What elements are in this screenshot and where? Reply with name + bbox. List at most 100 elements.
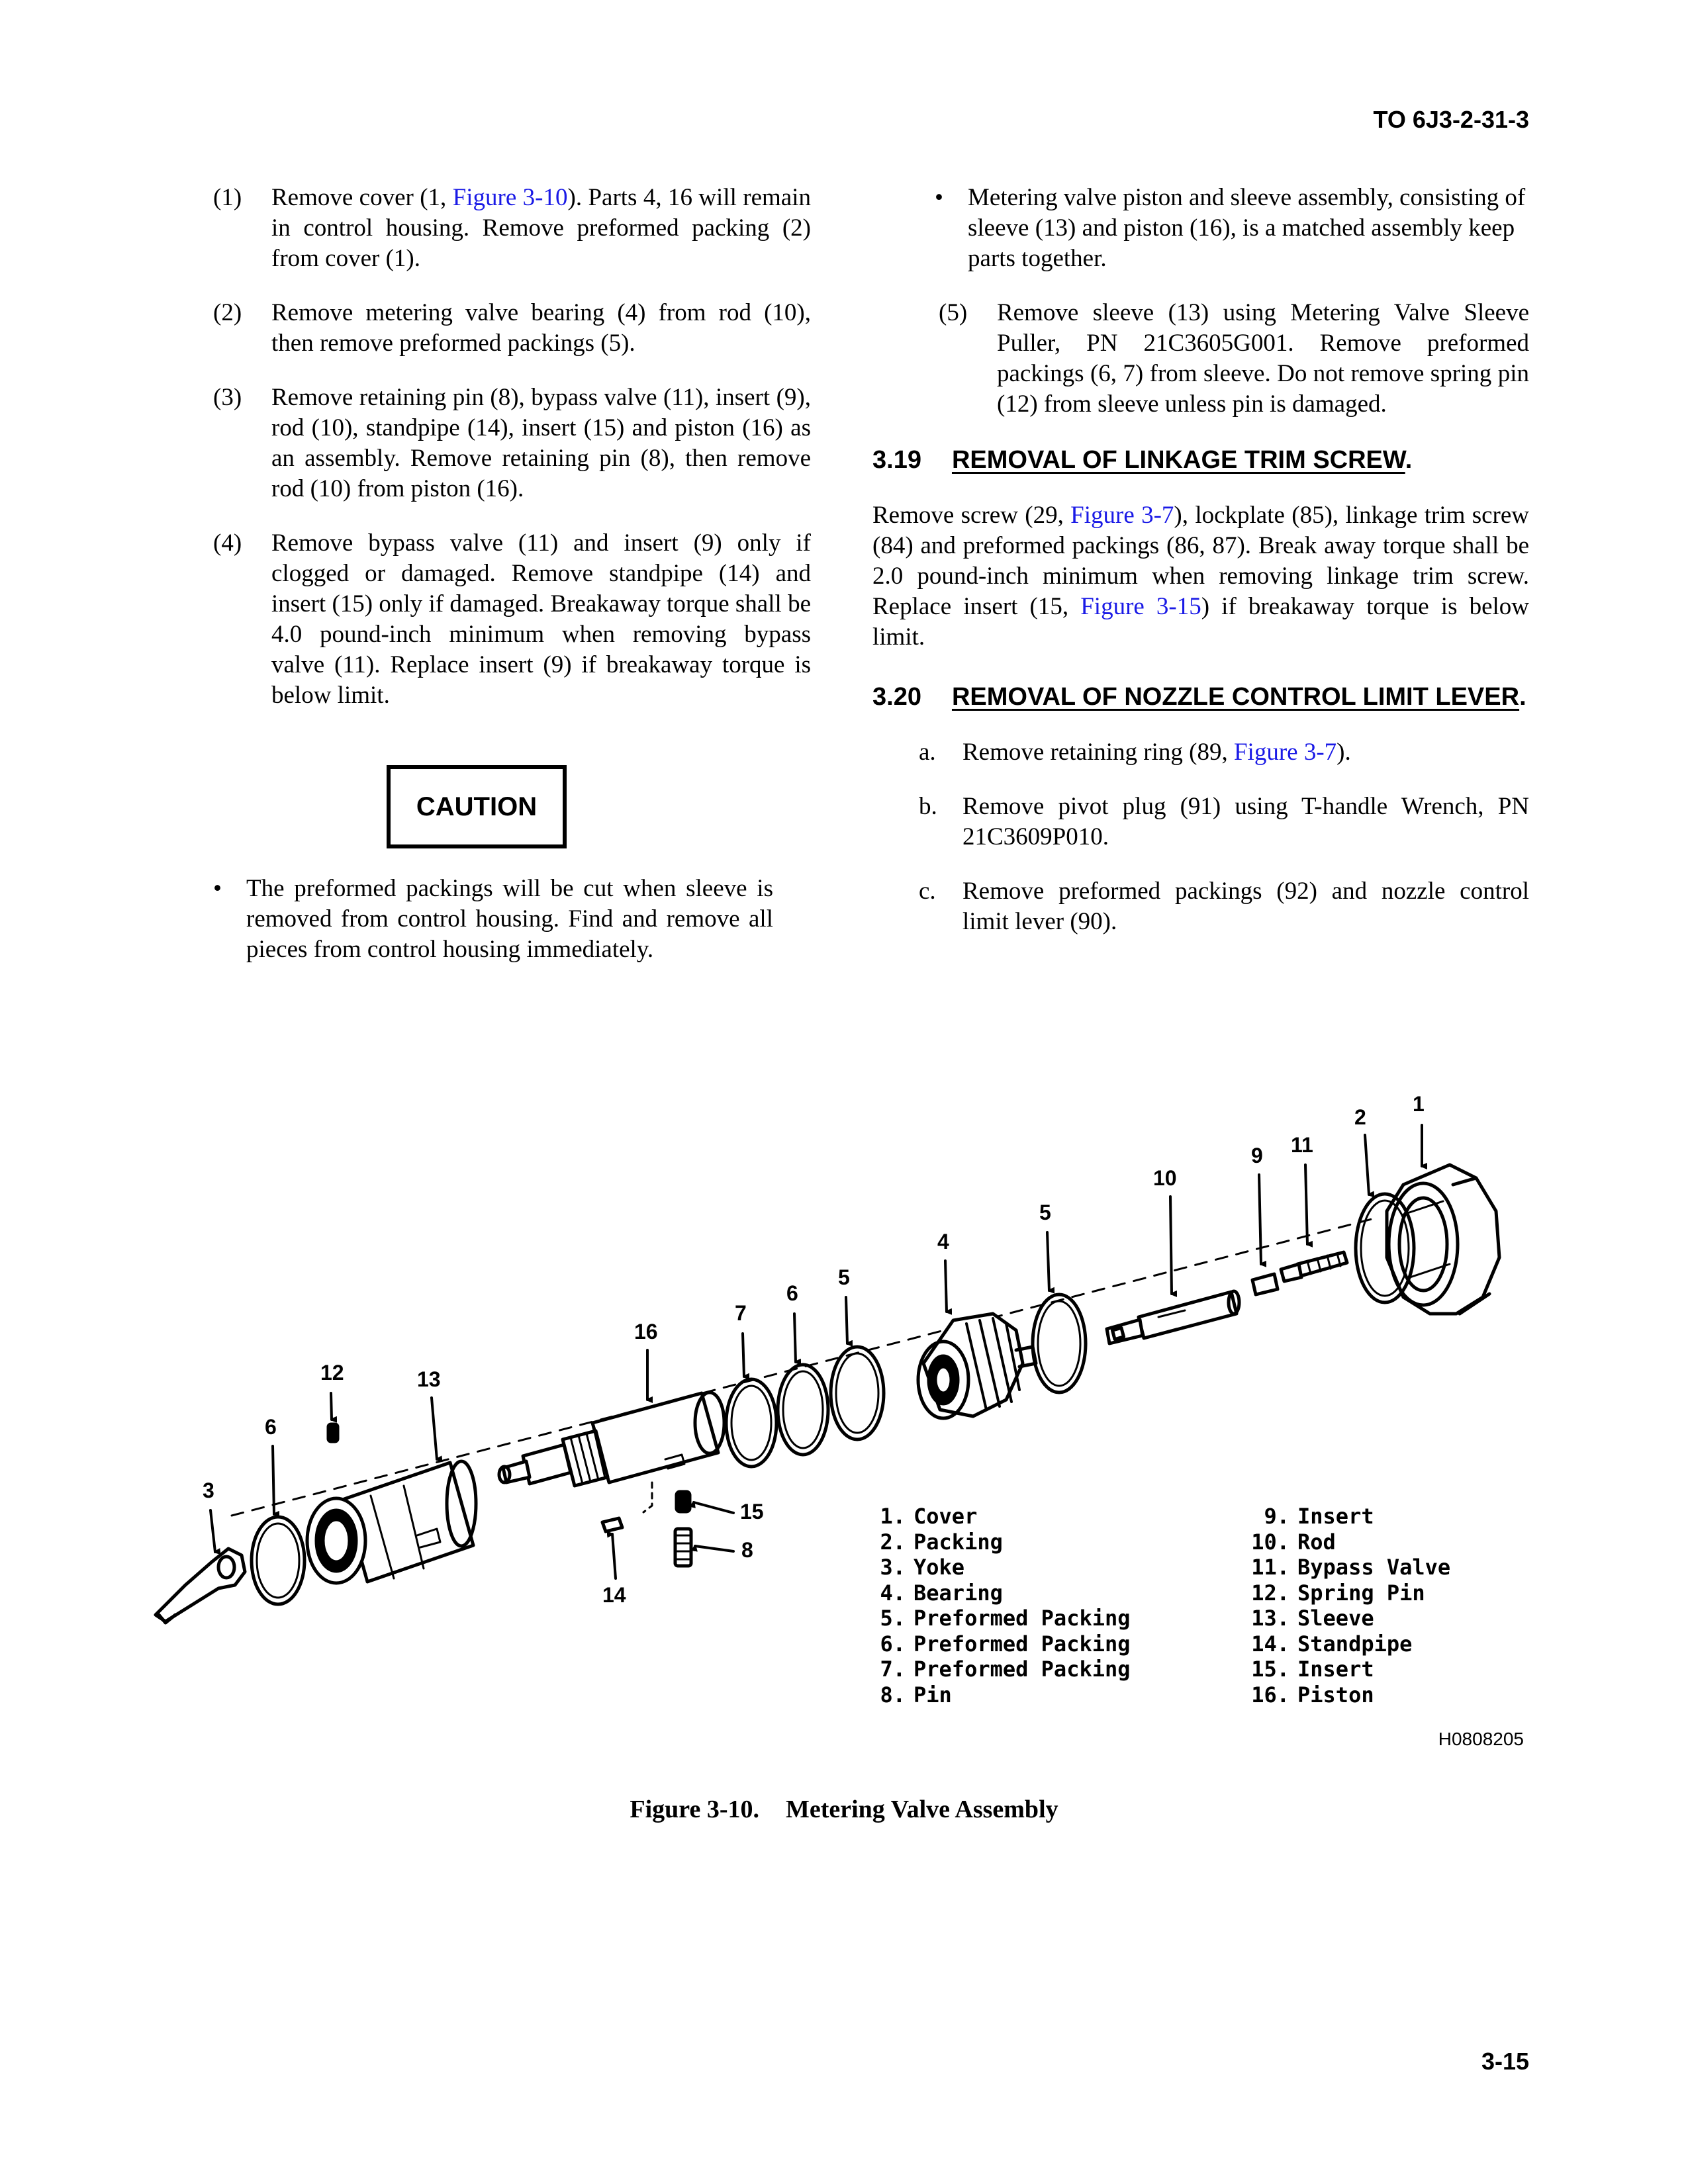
legend-number: 5. (880, 1606, 906, 1631)
step-number: (2) (213, 299, 242, 326)
assembly-axis-line (230, 1216, 1378, 1517)
preformed-packing-ring (724, 1377, 778, 1469)
step-text: Remove retaining ring (89, (962, 739, 1234, 766)
callout-label: 7 (735, 1301, 747, 1325)
section-title: REMOVAL OF NOZZLE CONTROL LIMIT LEVER (951, 683, 1520, 711)
figure-caption: Figure 3-10. Metering Valve Assembly (0, 1795, 1688, 1824)
step-letter: a. (919, 739, 936, 766)
preformed-packing-ring (250, 1515, 306, 1606)
figure-3-7-link[interactable]: Figure 3-7 (1233, 739, 1337, 766)
left-column: (1) Remove cover (1, Figure 3-10). Parts … (213, 183, 811, 711)
piston-part (497, 1390, 726, 1488)
step-number: (3) (213, 384, 242, 411)
step-5: (5) Remove sleeve (13) using Metering Val… (939, 298, 1529, 420)
step-text: ). Parts 4, 16 will remain in control ho… (271, 184, 811, 272)
callout-label: 16 (634, 1320, 658, 1343)
step-letter: c. (919, 878, 936, 905)
rod-part (1105, 1289, 1241, 1345)
note-text: Metering valve piston and sleeve assembl… (968, 184, 1526, 272)
legend-row: 8. Pin (861, 1682, 1131, 1708)
step-text: Remove pivot plug (91) using T-handle Wr… (962, 793, 1529, 850)
step-text: Remove preformed packings (92) and nozzl… (962, 878, 1529, 935)
legend-number: 15. (1251, 1657, 1289, 1682)
callout-label: 5 (838, 1265, 850, 1289)
yoke-part (154, 1547, 247, 1625)
legend-number: 7. (880, 1657, 906, 1682)
legend-label: Preformed Packing (914, 1606, 1131, 1631)
step-1: (1) Remove cover (1, Figure 3-10). Parts … (213, 183, 811, 274)
legend-row: 16. Piston (1244, 1682, 1450, 1708)
callout-label: 5 (1039, 1201, 1051, 1224)
callout-label: 14 (602, 1583, 626, 1607)
legend-label: Standpipe (1297, 1631, 1413, 1657)
step-text: Remove bypass valve (11) and insert (9) … (271, 529, 811, 709)
section-3-20-heading: 3.20 REMOVAL OF NOZZLE CONTROL LIMIT LEVE… (872, 683, 1526, 711)
callout-label: 12 (320, 1361, 344, 1385)
legend-row: 6. Preformed Packing (861, 1631, 1131, 1657)
callout-label: 8 (741, 1538, 753, 1562)
callout-label: 4 (937, 1230, 949, 1253)
callout-label: 3 (203, 1479, 214, 1502)
pin-8-part (673, 1527, 693, 1568)
section-number: 3.20 (872, 683, 921, 711)
legend-row: 13. Sleeve (1244, 1606, 1450, 1631)
step-b: b. Remove pivot plug (91) using T-handle … (919, 792, 1529, 852)
caution-box: CAUTION (387, 765, 567, 848)
legend-label: Preformed Packing (914, 1631, 1131, 1657)
legend-number: 13. (1251, 1606, 1289, 1631)
insert-15-part (675, 1490, 692, 1514)
legend-number: 16. (1251, 1682, 1289, 1707)
step-text: Remove cover (1, (271, 184, 453, 211)
bearing-part (916, 1312, 1038, 1420)
step-number: (5) (939, 299, 968, 326)
bullet-dot: • (935, 184, 943, 211)
step-text: Remove metering valve bearing (4) from r… (271, 299, 811, 357)
legend-row: 7. Preformed Packing (861, 1657, 1130, 1682)
legend-number: 8. (880, 1682, 906, 1707)
preformed-packing-ring (1031, 1293, 1088, 1394)
figure-3-15-link[interactable]: Figure 3-15 (1080, 593, 1201, 620)
figure-3-7-link[interactable]: Figure 3-7 (1070, 502, 1174, 529)
legend-number: 6. (880, 1631, 906, 1657)
legend-number: 4. (880, 1580, 906, 1606)
legend-label: Insert (1297, 1504, 1374, 1529)
callout-label: 1 (1413, 1092, 1425, 1116)
legend-number: 1. (880, 1504, 906, 1529)
step-c: c. Remove preformed packings (92) and noz… (919, 876, 1529, 937)
preformed-packing-ring (776, 1363, 830, 1457)
legend-label: Yoke (914, 1555, 965, 1580)
insert-part (1250, 1272, 1280, 1297)
legend-row: 1. Cover (861, 1504, 1131, 1529)
body-text: ), lockplate (85), linkage trim screw (8… (872, 502, 1529, 620)
parts-legend-left: 1. Cover 2. Packing 3. Yoke 4. Bearing 5. Pre… (861, 1504, 1131, 1708)
sleeve-part (305, 1459, 478, 1585)
callout-label: 9 (1251, 1144, 1263, 1167)
step-3: (3) Remove retaining pin (8), bypass valv… (213, 383, 811, 504)
legend-label: Packing (914, 1529, 1003, 1555)
section-number: 3.19 (872, 446, 921, 474)
legend-row: 12. Spring Pin (1244, 1580, 1450, 1606)
legend-row: 14. Standpipe (1244, 1631, 1450, 1657)
legend-number: 2. (880, 1529, 906, 1555)
section-3-19-body: Remove screw (29, Figure 3-7), lockplate… (872, 500, 1529, 653)
legend-number: 12. (1251, 1580, 1289, 1606)
callout-label: 6 (265, 1415, 277, 1439)
legend-row: 5. Preformed Packing (861, 1606, 1131, 1631)
legend-number: 11. (1251, 1555, 1289, 1580)
preformed-packing-ring (829, 1345, 886, 1441)
callout-label: 15 (740, 1500, 764, 1524)
document-number: TO 6J3-2-31-3 (1373, 106, 1529, 133)
legend-label: Insert (1297, 1657, 1374, 1682)
step-2: (2) Remove metering valve bearing (4) fro… (213, 298, 811, 359)
section-title: REMOVAL OF LINKAGE TRIM SCREW (951, 446, 1405, 474)
parts-legend-right: 9. Insert 10. Rod 11. Bypass Valve 12. Sprin… (1244, 1504, 1450, 1707)
figure-number: Figure 3-10. (630, 1796, 759, 1823)
legend-label: Sleeve (1297, 1606, 1374, 1631)
cover-part (1385, 1163, 1501, 1316)
right-column: • Metering valve piston and sleeve assemb… (872, 183, 1529, 937)
legend-label: Bypass Valve (1297, 1555, 1451, 1580)
legend-row: 11. Bypass Valve (1244, 1555, 1450, 1580)
drawing-id: H0808205 (1438, 1729, 1524, 1749)
figure-3-10-link[interactable]: Figure 3-10 (452, 184, 568, 211)
